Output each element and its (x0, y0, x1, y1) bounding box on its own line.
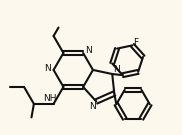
Text: NH: NH (43, 94, 56, 102)
Text: N: N (85, 45, 91, 55)
Text: N: N (113, 65, 120, 74)
Text: N: N (89, 102, 96, 111)
Text: N: N (44, 65, 51, 73)
Text: F: F (134, 38, 139, 47)
